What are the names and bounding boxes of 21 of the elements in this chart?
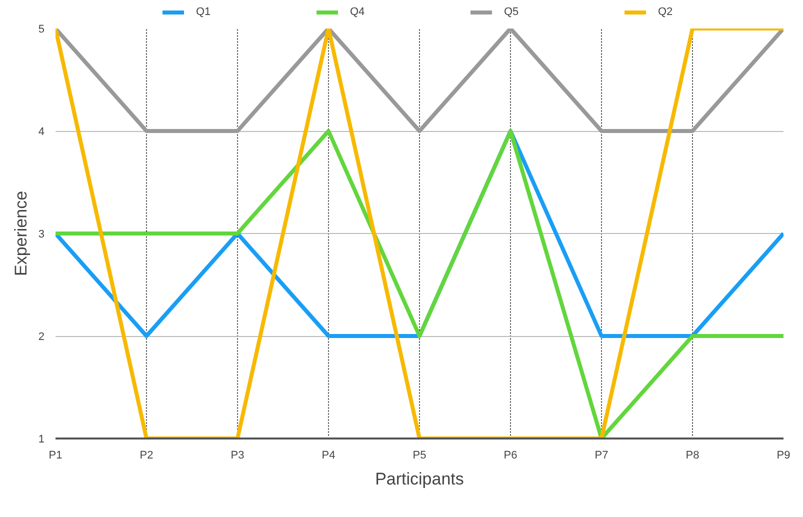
x-tick-label: P1: [48, 450, 62, 462]
line-series: [56, 129, 784, 438]
legend-label: Q5: [504, 6, 520, 18]
x-tick-label: P8: [686, 450, 700, 462]
x-tick-label: P5: [412, 450, 426, 462]
y-tick-label: 4: [38, 126, 45, 138]
x-tick-label: P2: [140, 450, 154, 462]
x-tick-label: P9: [776, 450, 790, 462]
x-axis-title: Participants: [375, 470, 464, 488]
x-tick-label: P6: [504, 450, 518, 462]
y-tick-label: 5: [38, 24, 45, 36]
x-tick-label: P3: [230, 450, 244, 462]
y-tick-label: 3: [38, 228, 45, 240]
legend-label: Q2: [658, 6, 674, 18]
legend-label: Q4: [350, 6, 366, 18]
x-tick-label: P7: [594, 450, 608, 462]
y-tick-label: 1: [38, 434, 45, 446]
x-tick-label: P4: [322, 450, 336, 462]
legend-label: Q1: [196, 6, 212, 18]
y-tick-label: 2: [38, 331, 45, 343]
y-axis-title: Experience: [11, 190, 30, 276]
